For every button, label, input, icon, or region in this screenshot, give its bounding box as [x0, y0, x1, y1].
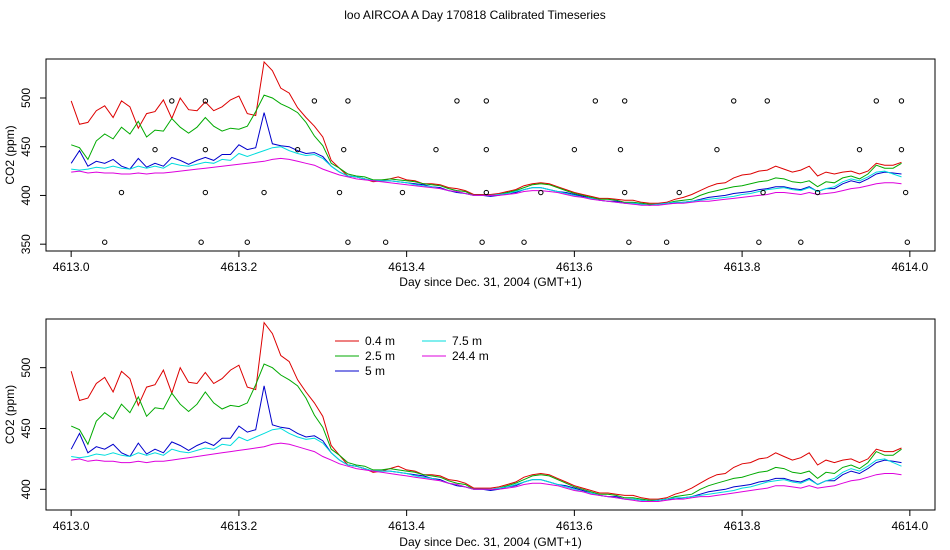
x-tick-label: 4613.4 [388, 519, 425, 533]
marker-point [714, 146, 720, 153]
marker-point [345, 239, 351, 245]
marker-point [798, 239, 804, 245]
marker-point [483, 146, 490, 153]
y-tick-label: 450 [19, 136, 33, 156]
marker-point [202, 189, 209, 196]
y-tick-label: 500 [19, 357, 33, 377]
marker-point [454, 98, 460, 104]
marker-point [261, 189, 267, 196]
x-tick-label: 4613.8 [724, 260, 761, 274]
marker-point [538, 189, 544, 196]
series-line-4 [71, 427, 902, 503]
marker-point [169, 98, 175, 104]
marker-point [433, 146, 439, 153]
marker-point [198, 239, 204, 245]
legend-entry: 7.5 m [452, 334, 482, 348]
y-tick-label: 350 [19, 234, 33, 254]
x-tick-label: 4613.8 [724, 519, 761, 533]
marker-point [764, 98, 770, 104]
marker-point [592, 98, 599, 104]
marker-point [856, 146, 863, 153]
series-line-3 [70, 112, 902, 206]
marker-point [626, 239, 632, 245]
y-axis-label: CO2 (ppm) [3, 385, 17, 444]
series-line-1 [70, 60, 902, 204]
y-tick-label: 400 [19, 479, 33, 499]
legend-entry: 24.4 m [452, 349, 489, 363]
marker-point [345, 98, 351, 104]
series-line-1 [70, 321, 902, 500]
x-tick-label: 4613.2 [221, 519, 258, 533]
marker-point [621, 189, 628, 196]
marker-point [760, 189, 766, 196]
x-tick-label: 4613.0 [53, 519, 90, 533]
marker-point [483, 189, 490, 196]
marker-point [382, 239, 389, 245]
y-axis-label: CO2 (ppm) [3, 125, 17, 184]
marker-point [617, 146, 624, 153]
x-tick-label: 4614.0 [891, 519, 928, 533]
series-line-5 [71, 157, 902, 206]
marker-point [571, 146, 578, 153]
legend-entry: 5 m [365, 364, 385, 378]
series-line-3 [70, 385, 902, 503]
marker-point [399, 189, 406, 196]
marker-point [898, 98, 905, 104]
x-tick-label: 4613.6 [556, 260, 593, 274]
series-line-4 [71, 146, 902, 206]
marker-point [118, 189, 125, 196]
marker-point [102, 239, 108, 245]
marker-point [898, 146, 905, 153]
series-line-2 [71, 94, 902, 205]
marker-point [311, 98, 318, 104]
marker-point [294, 146, 301, 153]
marker-point [676, 189, 682, 196]
marker-point [202, 98, 209, 104]
x-tick-label: 4613.2 [221, 260, 258, 274]
series-line-5 [71, 442, 902, 502]
legend-entry: 0.4 m [365, 334, 395, 348]
y-tick-label: 450 [19, 418, 33, 438]
y-tick-label: 400 [19, 185, 33, 205]
marker-point [521, 239, 527, 245]
x-tick-label: 4613.0 [53, 260, 90, 274]
plot-frame [45, 58, 936, 252]
legend-entry: 2.5 m [365, 349, 395, 363]
marker-point [336, 189, 343, 196]
marker-point [244, 239, 250, 245]
marker-point [152, 146, 158, 153]
marker-point [904, 239, 911, 245]
marker-point [479, 239, 485, 245]
plot-frame [45, 318, 936, 511]
marker-point [902, 189, 909, 196]
figure-title: loo AIRCOA A Day 170818 Calibrated Times… [344, 8, 606, 22]
marker-point [756, 239, 762, 245]
marker-point [341, 146, 347, 153]
marker-point [731, 98, 737, 104]
x-tick-label: 4614.0 [891, 260, 928, 274]
y-tick-label: 500 [19, 88, 33, 108]
marker-point [663, 239, 670, 245]
x-axis-label: Day since Dec. 31, 2004 (GMT+1) [399, 275, 581, 289]
chart-panel-2: 4613.0 4613.2 4613.4 4613.6 4613.8 4614.0 400 4… [3, 318, 936, 549]
x-tick-label: 4613.6 [556, 519, 593, 533]
x-axis-label: Day since Dec. 31, 2004 (GMT+1) [399, 535, 581, 549]
marker-point [202, 146, 209, 153]
marker-point [621, 98, 628, 104]
marker-point [814, 189, 821, 196]
chart-panel-1: 4613.0 4613.2 4613.4 4613.6 4613.8 4614.0 350 4… [3, 58, 936, 289]
marker-point [873, 98, 879, 104]
series-line-2 [71, 363, 902, 501]
x-tick-label: 4613.4 [388, 260, 425, 274]
marker-point [483, 98, 490, 104]
